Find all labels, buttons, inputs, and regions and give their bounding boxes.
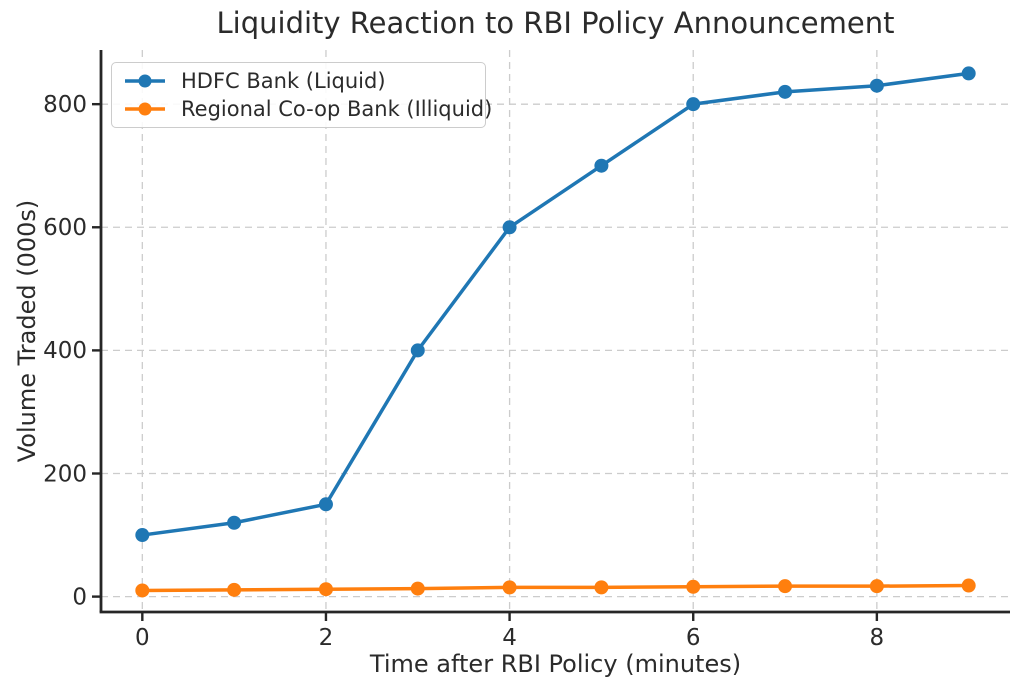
series-marker-0	[318, 497, 333, 512]
x-tick-label: 2	[319, 625, 334, 651]
series-marker-0	[227, 515, 242, 530]
series-marker-0	[135, 528, 150, 543]
legend-label-hdfc: HDFC Bank (Liquid)	[181, 69, 386, 94]
y-tick-label: 200	[43, 461, 87, 487]
series-marker-1	[135, 583, 150, 598]
y-tick-label: 0	[72, 584, 87, 610]
legend-line-sample-coop	[125, 102, 165, 116]
series-marker-0	[686, 97, 701, 112]
legend-line-sample-hdfc	[125, 74, 165, 88]
series-marker-1	[502, 580, 517, 595]
x-tick-label: 8	[870, 625, 885, 651]
series-marker-0	[410, 343, 425, 358]
x-tick-label: 0	[135, 625, 150, 651]
series-marker-1	[686, 579, 701, 594]
y-tick-label: 600	[43, 215, 87, 241]
legend-item-coop: Regional Co-op Bank (Illiquid)	[122, 97, 492, 121]
x-tick-label: 6	[686, 625, 701, 651]
x-axis-label: Time after RBI Policy (minutes)	[369, 650, 742, 678]
series-marker-0	[778, 84, 793, 99]
legend: HDFC Bank (Liquid) Regional Co-op Bank (…	[111, 62, 492, 128]
y-tick-label: 400	[43, 338, 87, 364]
legend-item-hdfc: HDFC Bank (Liquid)	[122, 69, 479, 93]
series-line-1	[140, 583, 971, 593]
series-marker-1	[594, 580, 609, 595]
series-marker-1	[778, 579, 793, 594]
series-marker-1	[410, 581, 425, 596]
legend-label-coop: Regional Co-op Bank (Illiquid)	[181, 96, 493, 121]
x-tick-label: 4	[502, 625, 517, 651]
chart-title: Liquidity Reaction to RBI Policy Announc…	[216, 6, 895, 40]
series-marker-0	[869, 78, 884, 93]
series-marker-1	[227, 582, 242, 597]
series-marker-0	[594, 158, 609, 173]
series-marker-0	[502, 220, 517, 235]
series-marker-0	[961, 66, 976, 81]
series-line-0	[140, 71, 971, 537]
series-marker-1	[961, 578, 976, 593]
series-marker-1	[318, 582, 333, 597]
series-marker-1	[869, 579, 884, 594]
y-tick-label: 800	[43, 92, 87, 118]
